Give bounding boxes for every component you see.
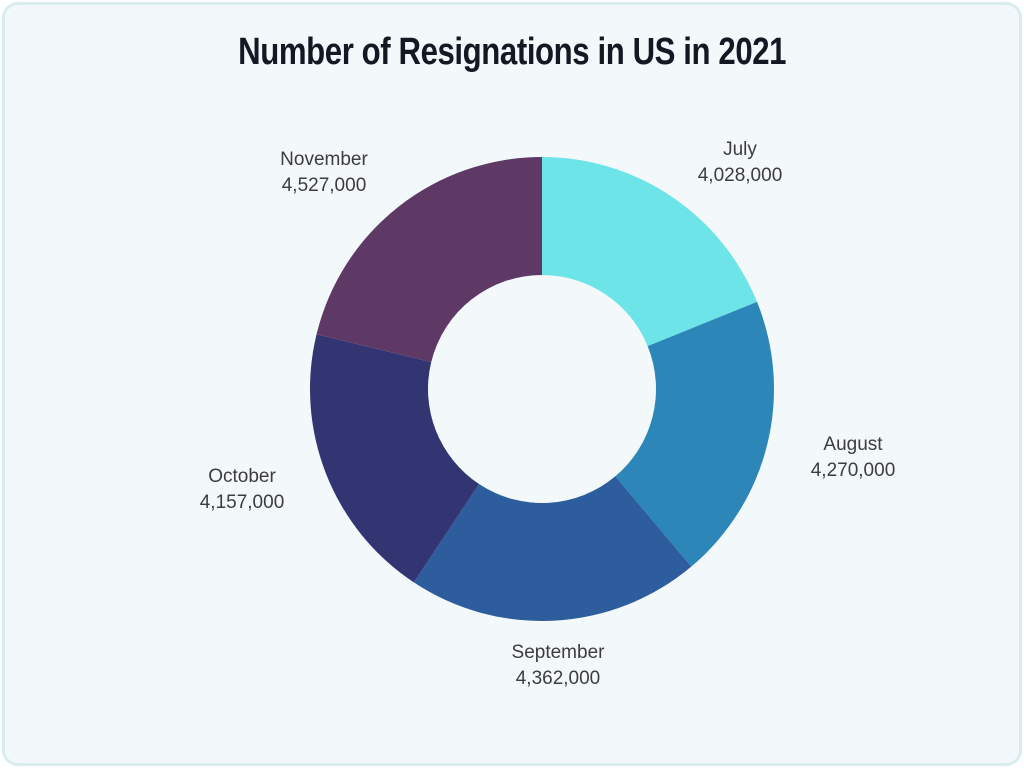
chart-title-text: Number of Resignations in US in 2021	[238, 31, 786, 73]
slice-value: 4,157,000	[199, 492, 285, 513]
slice-value: 4,527,000	[281, 175, 367, 196]
slice-name: July	[723, 139, 757, 160]
donut-slice-september	[413, 476, 692, 621]
donut-slice-august	[615, 301, 774, 567]
slice-label-october: October 4,157,000	[200, 464, 285, 516]
slice-name: November	[280, 149, 368, 170]
donut-slice-november	[316, 156, 542, 363]
slice-label-november: November 4,527,000	[280, 147, 368, 199]
donut-slice-july	[542, 157, 758, 347]
slice-label-july: July 4,028,000	[698, 137, 783, 189]
slice-name: August	[823, 434, 883, 455]
donut-chart	[310, 156, 774, 621]
chart-title: Number of Resignations in US in 2021	[5, 31, 1019, 74]
donut-slice-october	[310, 334, 480, 583]
slice-name: September	[511, 642, 605, 663]
slice-label-august: August 4,270,000	[811, 432, 896, 484]
slice-value: 4,028,000	[697, 165, 783, 186]
slice-value: 4,362,000	[515, 668, 601, 689]
slice-label-september: September 4,362,000	[512, 640, 605, 692]
slice-name: October	[208, 466, 276, 487]
slice-value: 4,270,000	[810, 460, 896, 481]
